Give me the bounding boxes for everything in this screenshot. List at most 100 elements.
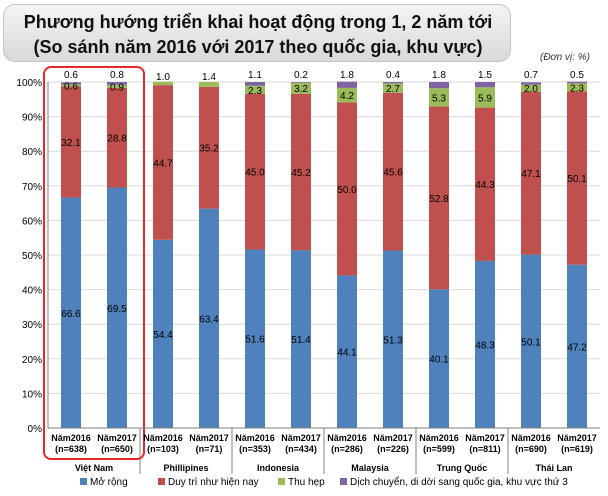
- bar-segment: [245, 82, 265, 86]
- data-label: 54.4: [153, 330, 173, 341]
- x-tick-label: Năm2016: [143, 433, 183, 443]
- bar-segment: [475, 107, 495, 261]
- x-tick-label: (n=353): [239, 444, 271, 454]
- bar-segment: [475, 82, 495, 88]
- data-label: 69.5: [107, 304, 127, 315]
- data-label: 5.9: [478, 93, 492, 104]
- bar-segment: [567, 264, 587, 428]
- data-label: 0.6: [64, 81, 78, 92]
- bar-segment: [567, 81, 587, 84]
- bar-segment: [153, 81, 173, 86]
- data-label: 2.3: [248, 86, 262, 97]
- bar-segment: [199, 82, 219, 87]
- bar-segment: [383, 83, 403, 93]
- bar-segment: [107, 84, 127, 88]
- y-tick-label: 60%: [22, 216, 42, 227]
- bar-segment: [383, 92, 403, 251]
- x-tick-label: Năm2016: [327, 433, 367, 443]
- x-tick-label: (n=103): [147, 444, 179, 454]
- bar-segment: [245, 85, 265, 94]
- data-label: 0.2: [294, 70, 308, 81]
- highlight-box: [43, 66, 145, 460]
- bar-segment: [337, 275, 357, 428]
- bar-segment: [383, 250, 403, 428]
- bar-segment: [199, 208, 219, 428]
- bar-segment: [429, 106, 449, 290]
- data-label: 4.2: [340, 91, 354, 102]
- data-label: 45.0: [245, 168, 265, 179]
- data-label: 51.3: [383, 335, 403, 346]
- bar-segment: [521, 82, 541, 85]
- bar-segment: [383, 82, 403, 84]
- data-label: 50.1: [521, 337, 541, 348]
- title-banner: Phương hướng triển khai hoạt động trong …: [3, 4, 511, 62]
- group-label: Trung Quốc: [437, 463, 488, 473]
- bar-segment: [337, 102, 357, 276]
- chart-subtitle: (So sánh năm 2016 với 2017 theo quốc gia…: [33, 37, 483, 57]
- group-label: Malaysia: [351, 463, 390, 473]
- bar-segment: [61, 197, 81, 428]
- bar-segment: [521, 254, 541, 428]
- data-label: 47.1: [521, 169, 541, 180]
- group-label: Indonesia: [257, 463, 300, 473]
- bar-segment: [429, 289, 449, 428]
- data-label: 0.8: [110, 70, 124, 81]
- data-label: 2.7: [386, 84, 400, 95]
- data-label: 1.8: [340, 70, 354, 81]
- data-label: 45.2: [291, 168, 311, 179]
- bar-segment: [245, 249, 265, 428]
- data-label: 0.4: [386, 70, 400, 81]
- legend-label: Duy trì như hiện nay: [168, 477, 259, 488]
- data-label: 1.8: [432, 70, 446, 81]
- y-tick-label: 90%: [22, 113, 42, 124]
- x-tick-label: Năm2017: [373, 433, 413, 443]
- bar-segment: [567, 91, 587, 265]
- x-tick-label: (n=690): [515, 444, 547, 454]
- bar-segment: [291, 82, 311, 94]
- legend-swatch: [340, 478, 347, 485]
- x-tick-label: Năm2017: [97, 433, 137, 443]
- y-tick-label: 50%: [22, 251, 42, 262]
- data-label: 47.2: [567, 342, 587, 353]
- x-tick-label: (n=226): [377, 444, 409, 454]
- bar-segment: [291, 93, 311, 251]
- data-label: 51.4: [291, 335, 311, 346]
- data-label: 63.4: [199, 314, 219, 325]
- x-tick-label: Năm2017: [281, 433, 321, 443]
- y-tick-label: 0%: [28, 424, 43, 435]
- bar-segment: [567, 83, 587, 92]
- legend-swatch: [158, 478, 165, 485]
- group-label: Thái Lan: [535, 463, 572, 473]
- bar-segment: [291, 250, 311, 428]
- y-tick-label: 10%: [22, 389, 42, 400]
- bar-segment: [429, 82, 449, 89]
- x-tick-label: (n=619): [561, 444, 593, 454]
- data-label: 45.6: [383, 168, 403, 179]
- data-label: 44.1: [337, 348, 357, 359]
- legend-swatch: [278, 478, 285, 485]
- bar-segment: [153, 239, 173, 428]
- data-label: 52.8: [429, 194, 449, 205]
- data-label: 50.1: [567, 174, 587, 185]
- y-tick-label: 80%: [22, 147, 42, 158]
- legend-label: Dịch chuyển, di dời sang quốc gia, khu v…: [350, 476, 568, 488]
- data-label: 51.6: [245, 335, 265, 346]
- data-label: 50.0: [337, 185, 357, 196]
- y-tick-label: 30%: [22, 320, 42, 331]
- data-label: 44.7: [153, 158, 173, 169]
- bar-segment: [337, 87, 357, 103]
- bar-segment: [107, 87, 127, 188]
- y-tick-label: 70%: [22, 182, 42, 193]
- bar-segment: [107, 187, 127, 428]
- bar-segment: [337, 81, 357, 88]
- x-tick-label: Năm2017: [557, 433, 597, 443]
- data-label: 3.2: [294, 84, 308, 95]
- data-label: 0.5: [570, 70, 584, 81]
- x-tick-label: Năm2016: [51, 433, 91, 443]
- data-label: 1.5: [478, 70, 492, 81]
- data-label: 2.0: [524, 84, 538, 95]
- data-label: 2.3: [570, 83, 584, 94]
- x-tick-label: (n=286): [331, 444, 363, 454]
- bar-segment: [107, 82, 127, 85]
